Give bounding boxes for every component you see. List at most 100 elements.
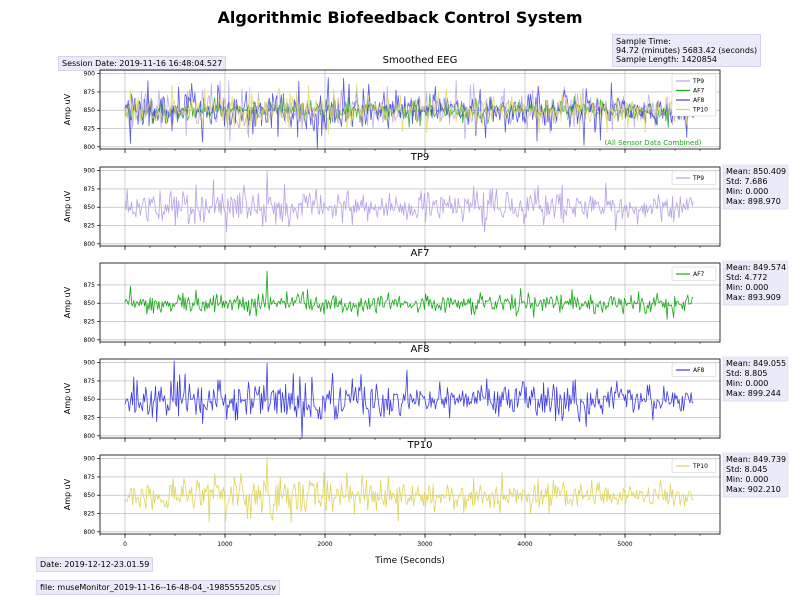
series-line-tp9 — [124, 79, 694, 142]
y-tick-label: 800 — [84, 337, 96, 344]
y-tick-label: 850 — [84, 300, 96, 307]
stats-min: Min: 0.000 — [726, 475, 768, 484]
y-axis-label: Amp uV — [63, 190, 72, 222]
y-axis-label: Amp uV — [63, 93, 72, 125]
sample-time-label: Sample Time: — [616, 37, 671, 46]
session-date-text: Session Date: 2019-11-16 16:48:04.527 — [62, 59, 223, 68]
y-tick-label: 825 — [84, 223, 96, 230]
y-tick-label: 850 — [84, 396, 96, 403]
y-axis-label: Amp uV — [63, 286, 72, 318]
y-tick-label: 875 — [84, 474, 96, 481]
stats-min: Min: 0.000 — [726, 283, 768, 292]
chart-panel-af8: 800 825 850 875 900 AF8 Amp uV AF8 Mean: 849.055… — [63, 344, 789, 442]
y-tick-label: 900 — [84, 360, 96, 367]
plot-frame — [99, 358, 721, 439]
series-line-tp9 — [124, 171, 694, 233]
y-tick-label: 850 — [84, 492, 96, 499]
chart-panel-tp9: 800 825 850 875 900 TP9 Amp uV TP9 Mean: 850.409… — [63, 152, 789, 250]
stats-std: Std: 4.772 — [726, 273, 767, 282]
y-axis-label: Amp uV — [63, 478, 72, 510]
series-line-tp10 — [124, 456, 694, 523]
legend-label-tp10: TP10 — [692, 463, 708, 470]
y-tick-label: 900 — [84, 168, 96, 175]
stats-box — [722, 356, 789, 402]
y-tick-label: 825 — [84, 511, 96, 518]
stats-box — [722, 164, 789, 210]
legend-box — [671, 266, 717, 281]
legend-box — [671, 458, 717, 473]
stats-min: Min: 0.000 — [726, 187, 768, 196]
panel-title: TP10 — [407, 440, 433, 451]
sample-time-box: Sample Time: 94.72 (minutes) 5683.42 (se… — [612, 34, 762, 67]
y-tick-label: 875 — [84, 186, 96, 193]
stats-std: Std: 8.805 — [726, 369, 767, 378]
legend-box — [671, 362, 717, 377]
footer-file-box: file: museMonitor_2019-11-16--16-48-04_-… — [36, 580, 280, 595]
sample-time-value: 94.72 (minutes) 5683.42 (seconds) — [616, 46, 758, 55]
y-axis-label: Amp uV — [63, 382, 72, 414]
y-tick-label: 850 — [84, 107, 96, 114]
stats-min: Min: 0.000 — [726, 379, 768, 388]
panel-title: Smoothed EEG — [383, 55, 458, 66]
stats-std: Std: 7.686 — [726, 177, 767, 186]
x-tick-label: 0 — [123, 541, 127, 548]
y-tick-label: 800 — [84, 529, 96, 536]
page-title: Algorithmic Biofeedback Control System — [217, 8, 583, 27]
stats-max: Max: 899.244 — [726, 389, 781, 398]
series-line-af7 — [124, 270, 694, 320]
stats-std: Std: 8.045 — [726, 465, 767, 474]
panel-annotation: (All Sensor Data Combined) — [604, 139, 701, 147]
y-tick-label: 825 — [84, 319, 96, 326]
legend-label-af7: AF7 — [693, 271, 705, 278]
stats-mean: Mean: 849.739 — [726, 455, 786, 464]
y-tick-label: 875 — [84, 378, 96, 385]
y-tick-label: 850 — [84, 204, 96, 211]
y-tick-label: 825 — [84, 126, 96, 133]
panel-title: AF8 — [411, 344, 430, 355]
session-date-box: Session Date: 2019-11-16 16:48:04.527 — [58, 56, 227, 71]
x-tick-label: 1000 — [217, 541, 232, 548]
chart-panel-tp10: 800 825 850 875 900 0 1000 2000 3000 4000 5000 TP10… — [63, 440, 789, 566]
x-tick-label: 5000 — [617, 541, 632, 548]
footer-date-text: Date: 2019-12-12-23.01.59 — [40, 560, 150, 569]
stats-max: Max: 902.210 — [726, 485, 781, 494]
stats-mean: Mean: 849.055 — [726, 359, 786, 368]
legend-label-af7: AF7 — [693, 88, 705, 95]
panel-title: TP9 — [410, 152, 430, 163]
sample-length-value: Sample Length: 1420854 — [616, 55, 717, 64]
x-tick-label: 2000 — [317, 541, 332, 548]
footer-file-text: file: museMonitor_2019-11-16--16-48-04_-… — [40, 583, 276, 592]
chart-panel-af7: 800 825 850 875 AF7 Amp uV AF7 Mean: 849.574Std… — [63, 248, 789, 346]
legend-label-tp9: TP9 — [692, 175, 704, 182]
y-tick-label: 875 — [84, 282, 96, 289]
legend-label-tp9: TP9 — [692, 78, 704, 85]
legend-label-af8: AF8 — [693, 97, 705, 104]
y-tick-label: 900 — [84, 71, 96, 78]
stats-box — [722, 260, 789, 306]
plot-frame — [99, 166, 721, 247]
chart-panel-smoothed: 800 825 850 875 900 Smoothed EEG Amp uV TP9 AF7 A… — [63, 55, 721, 153]
x-axis-label: Time (Seconds) — [374, 556, 445, 566]
legend-label-tp10: TP10 — [692, 107, 708, 114]
legend-label-af8: AF8 — [693, 367, 705, 374]
panel-title: AF7 — [411, 248, 430, 259]
footer-date-box: Date: 2019-12-12-23.01.59 — [36, 557, 154, 572]
x-tick-label: 4000 — [517, 541, 532, 548]
series-line-tp10 — [124, 83, 694, 135]
y-tick-label: 800 — [84, 241, 96, 248]
stats-mean: Mean: 849.574 — [726, 263, 786, 272]
x-tick-label: 3000 — [417, 541, 432, 548]
stats-max: Max: 893.909 — [726, 293, 781, 302]
legend-box — [671, 170, 717, 185]
stats-mean: Mean: 850.409 — [726, 167, 786, 176]
legend-box — [671, 73, 717, 117]
y-tick-label: 900 — [84, 456, 96, 463]
plot-frame — [99, 454, 721, 535]
series-line-af8 — [124, 360, 694, 438]
y-tick-label: 800 — [84, 144, 96, 151]
series-line-af8 — [124, 77, 694, 149]
y-tick-label: 800 — [84, 433, 96, 440]
plot-frame — [99, 262, 721, 343]
y-tick-label: 825 — [84, 415, 96, 422]
